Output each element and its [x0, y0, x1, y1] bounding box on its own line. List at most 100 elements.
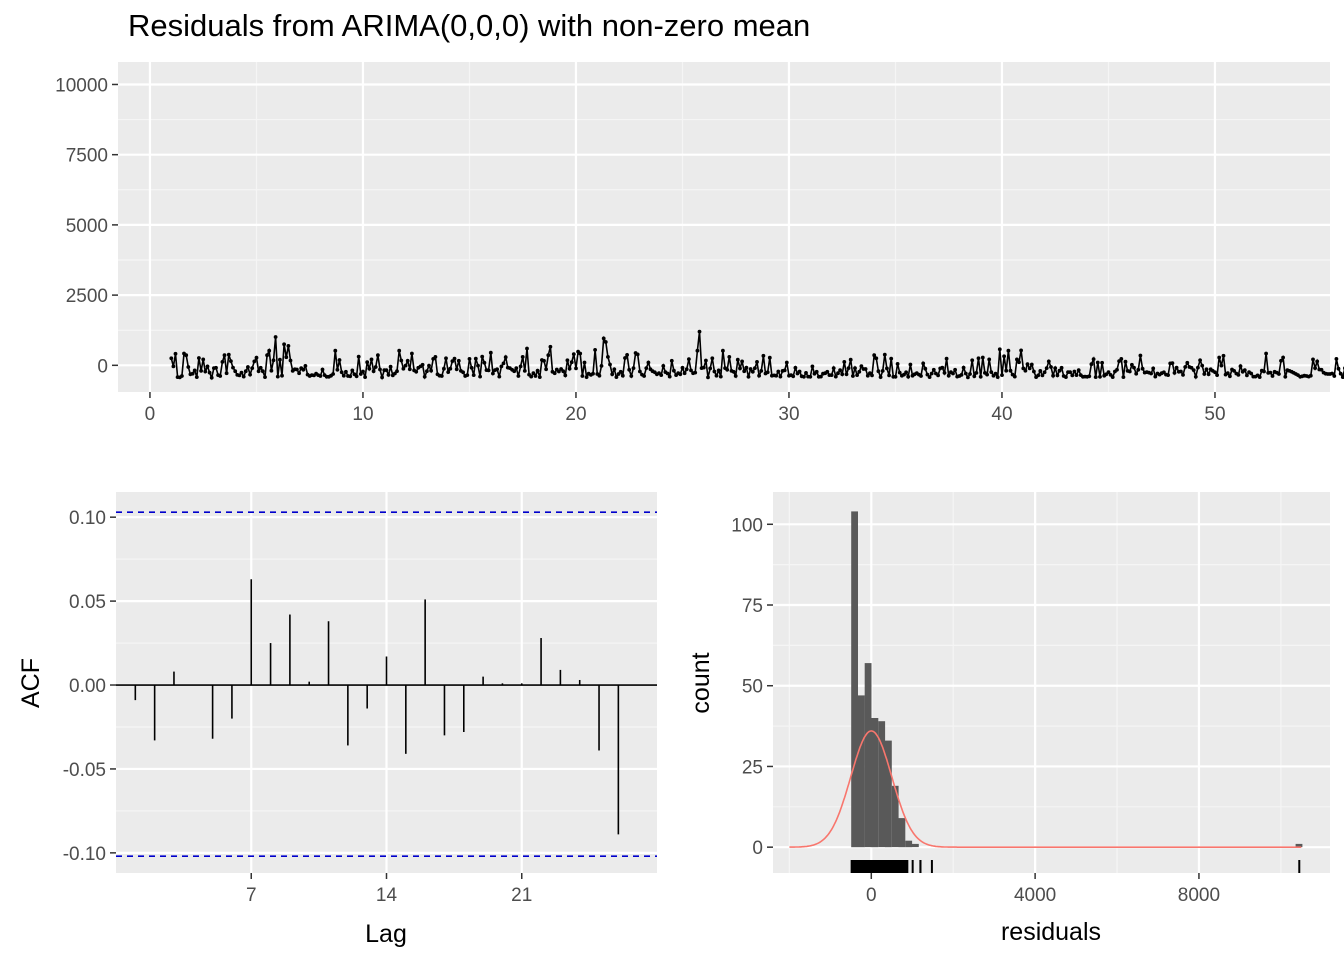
residual-point: [665, 371, 670, 376]
residual-series-panel: 0 10 20 30 40 50 0 2500 5000 7500 10000: [55, 62, 1344, 425]
residual-point: [557, 369, 561, 374]
residual-point: [471, 373, 476, 377]
residual-point: [452, 356, 457, 361]
residual-point: [814, 369, 819, 374]
residual-point: [522, 369, 527, 373]
acf-y-axis: -0.10 -0.05 0.00 0.05 0.10: [63, 508, 116, 865]
residual-point: [1004, 368, 1009, 373]
residual-point: [889, 356, 894, 361]
residual-point: [1006, 348, 1011, 353]
y-tick-label: 75: [742, 596, 763, 617]
residual-series-y-axis: 0 2500 5000 7500 10000: [55, 75, 118, 377]
residual-point: [284, 355, 289, 360]
residual-point: [614, 375, 619, 379]
residual-series-plot-background: [118, 62, 1330, 392]
chart-title: Residuals from ARIMA(0,0,0) with non-zer…: [128, 8, 811, 43]
residual-point: [546, 353, 551, 358]
residual-point: [1249, 371, 1254, 376]
residual-point: [229, 359, 233, 363]
residual-point: [192, 368, 197, 373]
residual-point: [339, 370, 344, 375]
residual-point: [1070, 373, 1075, 378]
residual-point: [880, 369, 885, 373]
residual-point: [1095, 360, 1100, 365]
residual-point: [220, 360, 225, 364]
residual-point: [1015, 357, 1019, 362]
residual-point: [936, 373, 940, 378]
residual-point: [429, 368, 433, 373]
histogram-bar: [905, 840, 913, 848]
residual-point: [793, 365, 798, 370]
residual-point: [439, 374, 444, 378]
residual-point: [1012, 374, 1017, 379]
residual-point: [608, 362, 612, 367]
residual-point: [399, 358, 404, 363]
residual-point: [388, 364, 393, 369]
residual-point: [919, 374, 923, 378]
histogram-bar: [912, 843, 919, 848]
residual-point: [661, 364, 666, 368]
residual-point: [727, 355, 732, 359]
residual-point: [735, 357, 740, 362]
residual-point: [755, 360, 759, 364]
residual-point: [1106, 370, 1111, 374]
residual-point: [226, 352, 231, 357]
residual-point: [750, 369, 755, 374]
residual-point: [1172, 371, 1177, 375]
residual-point: [1196, 365, 1200, 370]
y-tick-label: 0: [752, 838, 763, 859]
residual-point: [1245, 373, 1249, 378]
residual-point: [444, 356, 448, 361]
histogram-bar: [851, 511, 858, 848]
residual-point: [1217, 355, 1222, 360]
residual-point: [819, 374, 823, 379]
y-tick-label: 100: [731, 515, 763, 536]
residual-point: [708, 366, 713, 371]
residual-point: [542, 358, 546, 363]
residual-point: [1093, 375, 1098, 379]
residual-point: [1023, 368, 1028, 373]
residual-point: [1140, 366, 1145, 371]
residual-point: [499, 364, 504, 369]
residual-point: [173, 351, 178, 356]
residual-point: [1019, 348, 1023, 353]
residual-point: [733, 374, 738, 378]
residual-point: [1336, 366, 1341, 371]
histogram-bar: [898, 818, 906, 848]
residual-point: [1330, 371, 1334, 376]
residual-point: [414, 369, 419, 374]
residual-point: [1025, 362, 1030, 367]
residual-point: [1029, 362, 1034, 367]
residual-point: [537, 375, 542, 379]
residual-point: [354, 374, 359, 379]
residual-point: [233, 369, 238, 374]
residual-point: [1232, 369, 1236, 373]
residual-point: [344, 369, 348, 374]
residual-point: [669, 358, 674, 363]
residual-point: [831, 366, 836, 370]
residual-point: [804, 371, 808, 375]
residual-point: [497, 374, 502, 379]
residual-point: [1236, 373, 1241, 377]
residual-point: [963, 371, 968, 376]
residual-point: [865, 373, 870, 378]
residual-point: [246, 365, 250, 369]
residual-point: [966, 375, 970, 380]
residual-point: [765, 370, 770, 375]
residual-point: [369, 357, 374, 362]
x-tick-label: 14: [376, 885, 398, 906]
residual-point: [520, 355, 525, 359]
residual-point: [1055, 373, 1060, 378]
residual-point: [1206, 372, 1211, 377]
histogram-marks: [789, 511, 1303, 873]
residual-point: [1166, 373, 1170, 377]
residual-point: [218, 374, 223, 378]
residual-point: [1311, 357, 1315, 362]
residual-point: [659, 373, 664, 377]
residual-point: [840, 372, 845, 377]
residual-point: [829, 373, 834, 377]
residual-point: [1319, 367, 1324, 372]
residual-point: [923, 366, 928, 371]
residual-point: [358, 372, 363, 376]
